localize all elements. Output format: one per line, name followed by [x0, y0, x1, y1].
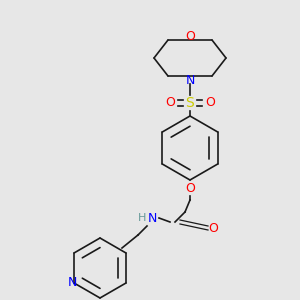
Text: O: O	[185, 182, 195, 194]
Text: O: O	[185, 29, 195, 43]
Text: N: N	[147, 212, 157, 224]
Text: N: N	[185, 74, 195, 86]
Text: H: H	[138, 213, 146, 223]
Text: O: O	[205, 97, 215, 110]
Text: S: S	[186, 96, 194, 110]
Text: O: O	[165, 97, 175, 110]
Text: N: N	[67, 277, 77, 290]
Text: O: O	[208, 221, 218, 235]
